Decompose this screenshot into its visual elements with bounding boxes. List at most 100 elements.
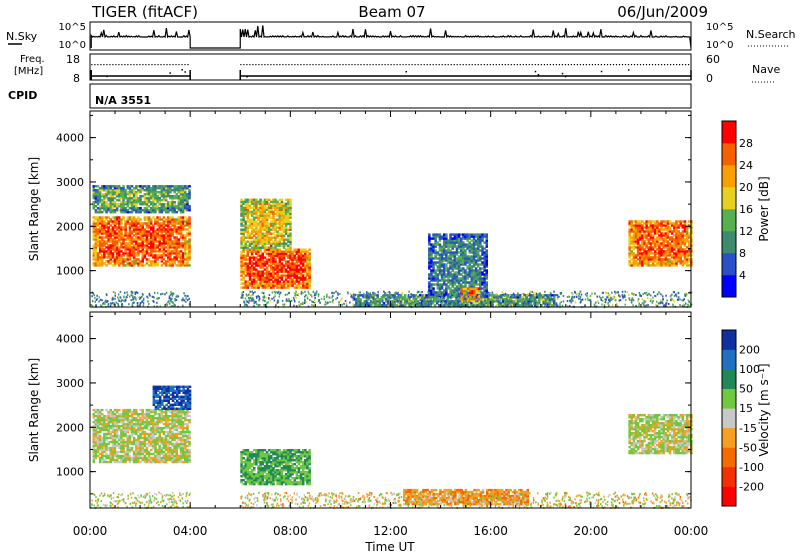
heatmap-cell [110, 218, 113, 220]
nave-dot [469, 64, 470, 65]
heatmap-cell [285, 260, 288, 262]
nave-dot [619, 64, 620, 65]
heatmap-cell [173, 201, 176, 203]
heatmap-cell [188, 230, 191, 232]
station-title: TIGER (fitACF) [91, 3, 198, 21]
heatmap-cell [657, 293, 659, 295]
beam-title: Beam 07 [358, 3, 425, 21]
nave-dot [160, 64, 161, 65]
heatmap-cell [345, 300, 347, 302]
heatmap-cell [118, 185, 121, 187]
heatmap-cell [492, 293, 494, 295]
heatmap-cell [169, 216, 172, 218]
heatmap-cell [510, 300, 512, 302]
nave-dot [658, 64, 659, 65]
heatmap-cell [262, 299, 264, 301]
heatmap-cell [122, 216, 125, 218]
heatmap-cell [148, 258, 151, 260]
heatmap-cell [449, 287, 452, 289]
nave-dot [127, 64, 128, 65]
heatmap-cell [300, 286, 303, 288]
heatmap-cell [270, 221, 273, 223]
nave-dot [360, 64, 361, 65]
heatmap-cell [308, 249, 311, 251]
nave-dot [342, 64, 343, 65]
nave-dot [460, 64, 461, 65]
heatmap-cell [324, 304, 326, 306]
heatmap-cell [291, 251, 294, 253]
heatmap-cell [139, 185, 142, 187]
heatmap-cell [178, 226, 181, 228]
heatmap-cell [154, 218, 157, 220]
nave-dot [318, 64, 319, 65]
heatmap-cell [306, 278, 309, 280]
nave-dot [94, 64, 95, 65]
heatmap-cell [597, 296, 599, 298]
heatmap-cell [178, 260, 181, 262]
nsky-label: N.Sky [6, 30, 38, 43]
nave-dot [442, 64, 443, 65]
nave-dot [538, 74, 540, 76]
nave-dot [532, 64, 533, 65]
nave-dot [306, 64, 307, 65]
heatmap-cell [654, 238, 657, 240]
heatmap-cell [163, 220, 166, 222]
heatmap-cell [169, 250, 172, 252]
heatmap-cell [645, 301, 647, 303]
heatmap-cell [557, 294, 559, 296]
heatmap-cell [353, 303, 355, 305]
nave-dot [184, 71, 186, 73]
heatmap-cell [118, 203, 121, 205]
heatmap-cell [672, 304, 674, 306]
nave-dot [577, 64, 578, 65]
heatmap-cell [300, 266, 303, 268]
heatmap-cell [655, 304, 657, 306]
heatmap-cell [654, 264, 657, 266]
heatmap-cell [163, 234, 166, 236]
nave-dot [249, 64, 250, 65]
nave-dot [598, 64, 599, 65]
heatmap-cell [631, 262, 634, 264]
heatmap-cell [163, 258, 166, 260]
heatmap-cell [103, 248, 106, 250]
nave-dot [514, 64, 515, 65]
heatmap-cell [304, 302, 306, 304]
heatmap-cell [684, 238, 687, 240]
nave-dot [367, 64, 368, 65]
heatmap-cell [585, 298, 587, 300]
heatmap-cell [612, 298, 614, 300]
heatmap-cell [293, 305, 295, 307]
heatmap-cell [133, 216, 136, 218]
heatmap-cell [291, 300, 293, 302]
heatmap-cell [479, 249, 482, 251]
heatmap-cell [513, 293, 515, 295]
heatmap-cell [385, 298, 387, 300]
heatmap-cell [263, 304, 265, 306]
heatmap-cell [420, 299, 422, 301]
heatmap-cell [576, 296, 578, 298]
nave-dot [379, 64, 380, 65]
heatmap-cell [459, 293, 461, 295]
heatmap-cell [139, 250, 142, 252]
heatmap-cell [178, 250, 181, 252]
heatmap-cell [156, 262, 159, 264]
heatmap-cell [475, 300, 477, 302]
heatmap-cell [110, 185, 113, 187]
nave-dot [157, 64, 158, 65]
nave-dot [400, 64, 401, 65]
heatmap-cell [471, 255, 474, 257]
heatmap-cell [247, 225, 250, 227]
heatmap-cell [434, 249, 437, 251]
nave-dot [544, 64, 545, 65]
heatmap-cell [445, 233, 448, 235]
nave-dot [559, 64, 560, 65]
heatmap-cell [139, 242, 142, 244]
nave-dot [330, 64, 331, 65]
nave-dot [436, 64, 437, 65]
nave-dot [601, 71, 603, 73]
heatmap-cell [133, 244, 136, 246]
nave-dot [640, 64, 641, 65]
cpid-panel: CPID N/A 3551 [8, 84, 691, 108]
nave-dot [336, 64, 337, 65]
